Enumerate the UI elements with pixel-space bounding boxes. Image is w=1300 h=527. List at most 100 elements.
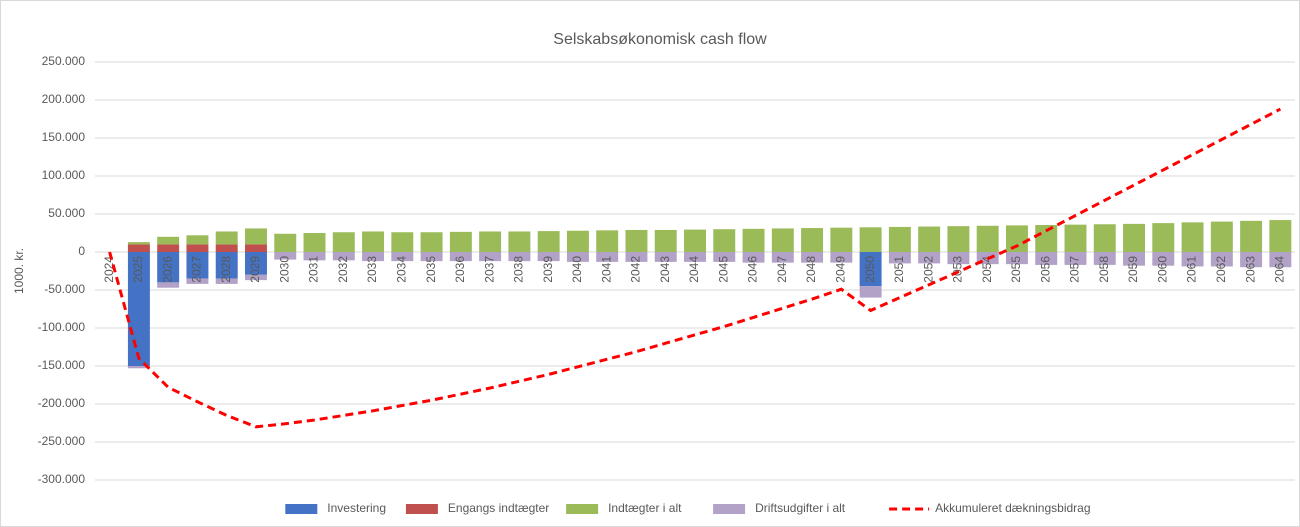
legend-label: Investering xyxy=(327,501,386,515)
bar xyxy=(713,252,736,262)
bar xyxy=(157,252,180,283)
x-tick-label: 2036 xyxy=(453,256,467,283)
bar xyxy=(449,231,472,252)
bar xyxy=(888,226,911,252)
x-tick-label: 2057 xyxy=(1068,256,1082,283)
bar xyxy=(303,233,326,252)
bar xyxy=(391,252,414,262)
bar xyxy=(1240,220,1263,252)
x-tick-label: 2026 xyxy=(160,256,174,283)
y-tick-label: 0 xyxy=(78,244,85,258)
legend-swatch xyxy=(713,504,746,514)
x-tick-label: 2049 xyxy=(834,256,848,283)
bar xyxy=(362,252,385,262)
bar xyxy=(449,252,472,262)
bar xyxy=(391,232,414,252)
bar xyxy=(625,229,648,252)
x-tick-label: 2035 xyxy=(424,256,438,283)
bar xyxy=(186,278,209,284)
bar xyxy=(771,252,794,263)
x-tick-label: 2045 xyxy=(716,256,730,283)
bar xyxy=(947,226,970,252)
bar xyxy=(479,231,502,252)
x-tick-label: 2053 xyxy=(951,256,965,283)
bar xyxy=(1123,223,1145,252)
bar xyxy=(1005,225,1028,252)
bar xyxy=(332,232,355,252)
bar xyxy=(420,252,443,262)
bar xyxy=(713,229,736,252)
x-tick-label: 2025 xyxy=(131,256,145,283)
y-tick-label: 200.000 xyxy=(42,92,86,106)
x-tick-label: 2031 xyxy=(307,256,321,283)
legend-swatch xyxy=(285,504,318,514)
bar xyxy=(1005,252,1028,265)
bar xyxy=(1064,224,1087,252)
x-tick-label: 2029 xyxy=(248,256,262,283)
x-tick-label: 2042 xyxy=(629,256,643,283)
bar xyxy=(245,244,267,252)
bar xyxy=(859,252,882,287)
bar xyxy=(479,252,502,262)
bar xyxy=(654,229,677,252)
y-tick-label: -300.000 xyxy=(38,472,86,486)
y-tick-label: -100.000 xyxy=(38,320,86,334)
x-tick-label: 2041 xyxy=(599,256,613,283)
bar xyxy=(771,228,794,252)
legend-swatch xyxy=(405,504,438,514)
bar xyxy=(918,226,941,252)
bar xyxy=(625,252,648,262)
bar xyxy=(274,252,297,260)
bar xyxy=(127,252,150,366)
x-tick-label: 2027 xyxy=(190,256,204,283)
bar xyxy=(508,252,531,262)
bar xyxy=(215,252,238,279)
bar xyxy=(742,228,765,252)
legend-label: Engangs indtægter xyxy=(448,501,549,515)
bar xyxy=(801,252,824,263)
bar xyxy=(830,252,853,263)
x-tick-label: 2063 xyxy=(1243,256,1257,283)
x-tick-label: 2058 xyxy=(1097,256,1111,283)
legend-swatch xyxy=(566,504,599,514)
bar xyxy=(684,229,706,252)
bar xyxy=(742,252,765,263)
bar xyxy=(566,230,589,252)
x-tick-label: 2028 xyxy=(219,256,233,283)
bar xyxy=(215,244,238,252)
bar xyxy=(245,274,267,281)
x-tick-label: 2060 xyxy=(1155,256,1169,283)
x-tick-label: 2056 xyxy=(1038,256,1052,283)
y-tick-label: 50.000 xyxy=(48,206,85,220)
bar xyxy=(1269,252,1292,268)
x-tick-label: 2051 xyxy=(892,256,906,283)
bar xyxy=(566,252,589,262)
bar xyxy=(127,244,150,252)
bar xyxy=(859,286,882,298)
bar xyxy=(274,233,297,252)
bar xyxy=(420,232,443,252)
x-tick-label: 2034 xyxy=(394,256,408,283)
x-tick-label: 2062 xyxy=(1214,256,1228,283)
bar xyxy=(1093,224,1116,252)
x-tick-label: 2059 xyxy=(1126,256,1140,283)
legend-label: Driftsudgifter i alt xyxy=(755,501,846,515)
bar xyxy=(362,231,385,252)
x-tick-label: 2032 xyxy=(336,256,350,283)
bar xyxy=(976,225,999,252)
bar xyxy=(888,252,911,264)
x-tick-label: 2061 xyxy=(1185,256,1199,283)
chart-title: Selskabsøkonomisk cash flow xyxy=(553,31,767,48)
bar xyxy=(1181,252,1204,267)
bar xyxy=(303,252,326,261)
bar xyxy=(1210,221,1233,252)
bar xyxy=(1064,252,1087,265)
bar xyxy=(596,230,619,252)
x-tick-label: 2030 xyxy=(277,256,291,283)
bar xyxy=(1123,252,1145,266)
bar xyxy=(1152,223,1175,252)
bar xyxy=(186,252,209,279)
bar xyxy=(127,366,150,369)
bar xyxy=(830,227,853,252)
